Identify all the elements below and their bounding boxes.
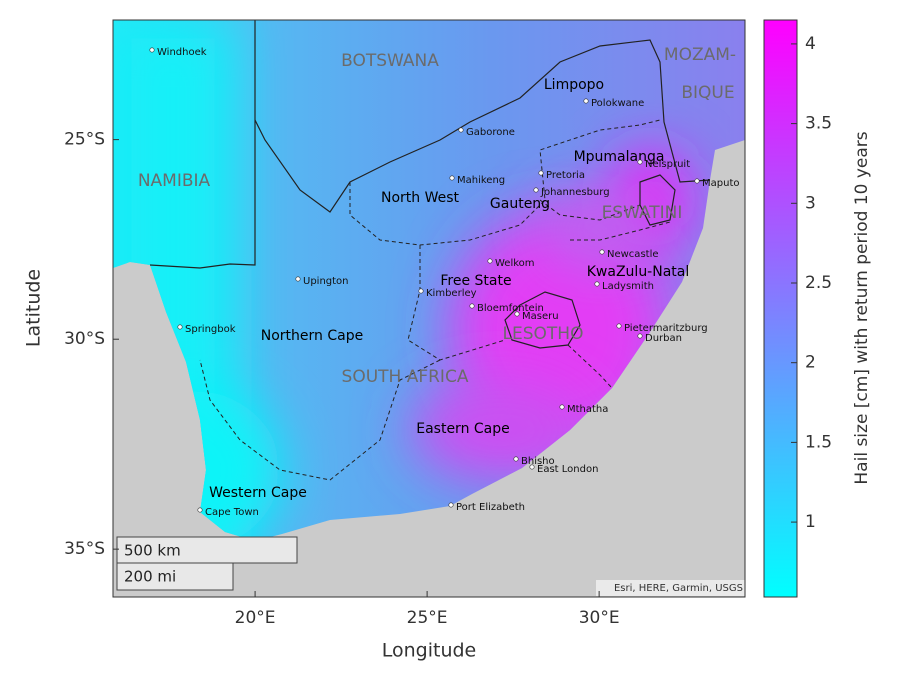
city-label: Welkom (495, 258, 535, 269)
city-dot (594, 281, 600, 287)
country-label: BIQUE (681, 83, 734, 103)
colorbar-label: Hail size [cm] with return period 10 yea… (852, 131, 872, 484)
city-dot (448, 502, 454, 508)
colorbar-tick-label: 3 (805, 193, 816, 213)
province-label: Limpopo (544, 77, 604, 93)
colorbar-tick-label: 2 (805, 353, 816, 373)
city-label: Springbok (185, 324, 236, 335)
city-dot (637, 333, 643, 339)
city-label: Port Elizabeth (456, 502, 525, 513)
city-label: Maseru (522, 311, 559, 322)
city-dot (583, 98, 589, 104)
city-dot (197, 507, 203, 513)
city-dot (599, 249, 605, 255)
scale-label: 500 km (124, 542, 181, 560)
city-label: Bhisho (521, 456, 555, 467)
city-label: Cape Town (205, 507, 259, 518)
city-label: Durban (645, 333, 682, 344)
map-frame (112, 19, 746, 598)
city-dot (295, 276, 301, 282)
city-dot (513, 456, 519, 462)
city-label: Pietermaritzburg (624, 323, 708, 334)
city-dot (149, 47, 155, 53)
province-label: Free State (440, 273, 511, 289)
province-label: KwaZulu-Natal (587, 264, 690, 280)
city-dot (616, 323, 622, 329)
city-label: Newcastle (607, 249, 659, 260)
colorbar-tick-label: 2.5 (805, 273, 832, 293)
scale-label: 200 mi (124, 568, 176, 586)
country-label: SOUTH AFRICA (342, 367, 469, 387)
country-label: MOZAM- (664, 45, 736, 65)
city-label: Mahikeng (457, 175, 505, 186)
city-dot (533, 187, 539, 193)
city-dot (538, 170, 544, 176)
city-label: Ladysmith (602, 281, 654, 292)
province-label: Eastern Cape (416, 421, 510, 437)
y-tick-label: 25°S (64, 130, 105, 150)
province-label: North West (381, 190, 460, 206)
colorbar-tick-label: 4 (805, 34, 816, 54)
colorbar-tick-label: 3.5 (805, 114, 832, 134)
city-dot (487, 258, 493, 264)
country-label: LESOTHO (503, 324, 584, 344)
country-label: BOTSWANA (341, 51, 439, 71)
province-label: Northern Cape (261, 328, 363, 344)
colorbar (763, 19, 798, 598)
city-label: Mthatha (567, 404, 608, 415)
city-label: Pretoria (546, 170, 585, 181)
city-dot (637, 159, 643, 165)
x-tick-label: 20°E (235, 608, 276, 628)
x-tick-label: 25°E (407, 608, 448, 628)
city-label: East London (537, 464, 598, 475)
city-dot (418, 288, 424, 294)
city-dot (529, 464, 535, 470)
city-label: Gaborone (466, 127, 515, 138)
city-dot (449, 175, 455, 181)
city-dot (559, 404, 565, 410)
province-labels: Limpopo Mpumalanga North West Gauteng Fr… (209, 77, 689, 501)
province-label: Western Cape (209, 485, 307, 501)
city-label: Kimberley (426, 288, 477, 299)
colorbar-tick-label: 1 (805, 512, 816, 532)
province-borders (199, 119, 671, 481)
x-axis-label: Longitude (382, 640, 477, 662)
city-label: Bloemfontein (477, 303, 544, 314)
country-label: ESWATINI (602, 203, 683, 223)
x-tick-label: 30°E (579, 608, 620, 628)
city-dot (177, 324, 183, 330)
city-label: Nelspruit (645, 159, 690, 170)
city-label: Windhoek (157, 47, 207, 58)
city-labels: Windhoek Polokwane Gaborone Mahikeng Pretori… (149, 47, 739, 518)
province-label: Gauteng (490, 196, 550, 212)
country-label: NAMIBIA (138, 171, 211, 191)
city-label: Upington (303, 276, 349, 287)
y-tick-label: 35°S (64, 539, 105, 559)
colorbar-tick-label: 1.5 (805, 432, 832, 452)
country-labels: BOTSWANA MOZAM- BIQUE NAMIBIA ESWATINI L… (138, 45, 736, 387)
city-dot (694, 178, 700, 184)
scale-bar: 500 km 200 mi (116, 536, 298, 591)
city-label: Maputo (702, 178, 739, 189)
city-label: Polokwane (591, 98, 644, 109)
scale-box (116, 562, 234, 591)
city-dot (469, 303, 475, 309)
attribution-bg (596, 580, 745, 596)
attribution: Esri, HERE, Garmin, USGS (614, 583, 743, 594)
y-axis-label: Latitude (23, 269, 45, 347)
city-dot (514, 311, 520, 317)
city-label: Johannesburg (540, 187, 610, 198)
city-dot (458, 127, 464, 133)
y-tick-label: 30°S (64, 329, 105, 349)
